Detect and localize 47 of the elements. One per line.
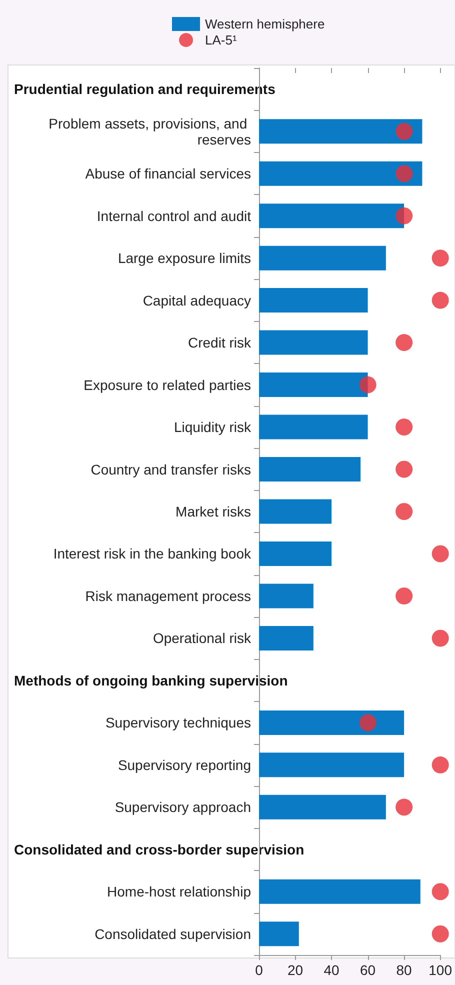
y-tick-label: Interest risk in the banking book: [53, 546, 252, 562]
y-tick-label: Credit risk: [188, 334, 252, 351]
annotation: Prudential regulation and requirements: [14, 81, 276, 98]
y-tick-label: Country and transfer risks: [90, 461, 251, 478]
y-tick-label: Home-host relationship: [107, 884, 252, 900]
y-tick-label: Supervisory reporting: [118, 756, 251, 773]
y-tick-label: Market risks: [176, 504, 251, 520]
y-tick-label: Problem assets, provisions, and reserves: [48, 115, 251, 148]
bar: [259, 372, 368, 398]
bar: [259, 330, 368, 355]
annotation: Methods of ongoing banking supervision: [14, 672, 288, 688]
y-tick-label: Internal control and audit: [96, 208, 252, 224]
x-tick-label: 60: [360, 962, 376, 978]
bar: [259, 752, 404, 778]
y-tick-label: Consolidated supervision: [94, 926, 251, 942]
y-tick-label: Supervisory approach: [114, 799, 251, 816]
y-tick-label: Abuse of financial services: [85, 166, 251, 182]
bar: [259, 541, 332, 566]
y-tick-label: Large exposure limits: [118, 250, 251, 266]
bar: [259, 710, 404, 735]
annotation: Consolidated and cross-border supervision: [14, 841, 304, 858]
bar: [259, 414, 368, 440]
bar: [259, 288, 368, 313]
bar: [259, 161, 422, 186]
y-tick-label: Risk management process: [85, 588, 251, 604]
legend-label: Western hemisphere: [205, 16, 325, 32]
x-tick-label: 0: [255, 962, 264, 978]
y-tick-label: Capital adequacy: [142, 292, 251, 308]
bar: [259, 879, 420, 904]
x-tick-label: 100: [428, 962, 452, 978]
bar: [259, 119, 422, 144]
bar: [259, 794, 386, 820]
bar: [259, 499, 332, 524]
bar: [259, 246, 386, 270]
legend-label: LA-5¹: [205, 32, 238, 48]
bar: [259, 626, 314, 650]
y-tick-label: Operational risk: [152, 630, 252, 646]
bar: [259, 204, 404, 228]
y-tick-label: Liquidity risk: [174, 419, 252, 436]
bar: [259, 922, 299, 946]
x-tick-label: 80: [396, 962, 412, 978]
x-tick-label: 40: [324, 962, 340, 978]
y-tick-label: Supervisory techniques: [105, 714, 251, 731]
bar: [259, 457, 361, 482]
bar: [259, 584, 314, 608]
x-tick-label: 20: [287, 962, 304, 978]
y-tick-label: Exposure to related parties: [84, 376, 251, 393]
